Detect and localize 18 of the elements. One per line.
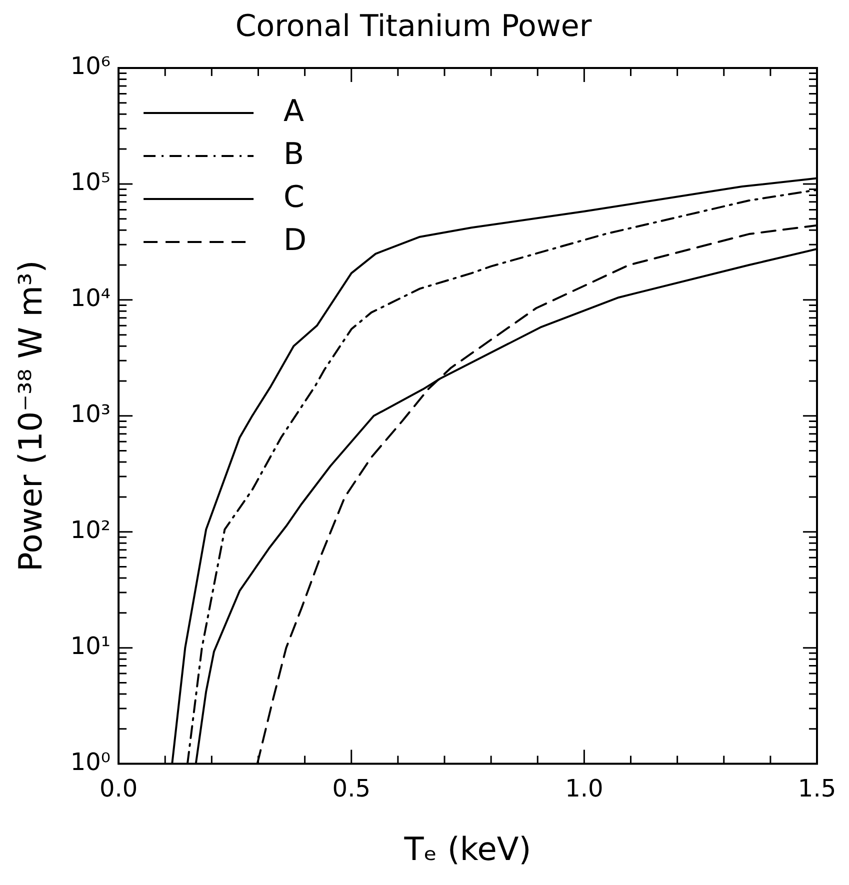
x-axis-title: Tₑ (keV) bbox=[403, 830, 532, 868]
legend-label: B bbox=[284, 136, 304, 172]
x-tick-label: 1.5 bbox=[798, 774, 836, 802]
y-tick-label: 10³ bbox=[70, 400, 111, 428]
x-tick-label: 0.0 bbox=[99, 774, 138, 802]
chart-title: Coronal Titanium Power bbox=[235, 8, 592, 44]
y-tick-label: 10⁵ bbox=[70, 168, 111, 196]
legend-label: D bbox=[284, 222, 307, 258]
y-tick-label: 10⁴ bbox=[70, 284, 111, 312]
y-tick-label: 10⁰ bbox=[70, 748, 111, 776]
y-axis-title: Power (10⁻³⁸ W m³) bbox=[12, 260, 50, 572]
legend-label: A bbox=[284, 94, 305, 129]
x-tick-label: 1.0 bbox=[565, 774, 604, 802]
y-tick-label: 10⁶ bbox=[70, 52, 111, 80]
y-tick-label: 10¹ bbox=[70, 632, 111, 660]
y-tick-label: 10² bbox=[70, 516, 111, 544]
legend-label: C bbox=[284, 180, 305, 215]
x-tick-label: 0.5 bbox=[332, 774, 370, 802]
